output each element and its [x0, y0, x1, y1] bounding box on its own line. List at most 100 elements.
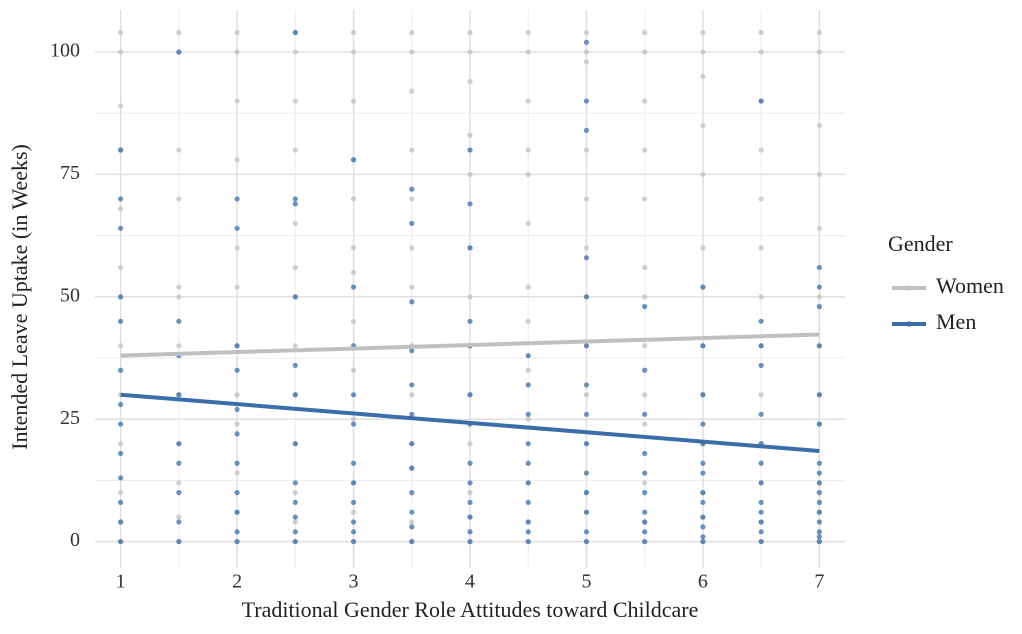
point	[292, 529, 298, 535]
point	[409, 29, 415, 36]
point	[292, 538, 298, 545]
point	[583, 98, 590, 104]
point	[467, 132, 473, 138]
point	[467, 529, 473, 535]
point	[350, 196, 357, 202]
point	[292, 49, 298, 55]
point	[583, 39, 590, 45]
y-tick-label: 50	[60, 284, 80, 306]
point	[292, 220, 298, 227]
point	[176, 490, 182, 496]
point	[409, 411, 415, 417]
point	[816, 284, 822, 290]
point	[118, 441, 124, 447]
point	[816, 509, 822, 515]
y-tick-label: 25	[60, 407, 80, 429]
x-tick-label: 7	[814, 571, 824, 593]
point	[758, 460, 764, 466]
point	[816, 519, 822, 525]
fit-line	[120, 332, 820, 358]
point	[525, 519, 531, 525]
point	[292, 29, 298, 36]
point	[350, 269, 357, 275]
point	[234, 49, 240, 55]
point	[700, 171, 706, 178]
legend-title: Gender	[888, 231, 953, 256]
point	[292, 294, 298, 300]
legend: Gender Women Men	[888, 231, 1004, 334]
point	[583, 255, 590, 261]
point	[758, 519, 764, 525]
point	[409, 49, 415, 55]
point	[816, 421, 822, 427]
point	[118, 490, 124, 496]
point	[758, 196, 764, 202]
point	[118, 49, 124, 55]
point	[642, 367, 648, 373]
point	[409, 519, 415, 525]
point	[292, 499, 298, 506]
point	[176, 147, 182, 153]
x-tick-label: 5	[581, 571, 591, 593]
point	[409, 220, 415, 227]
point	[642, 392, 648, 398]
point	[292, 147, 298, 153]
point	[642, 264, 648, 271]
point	[292, 362, 298, 368]
point	[350, 480, 357, 486]
legend-label: Women	[936, 273, 1004, 298]
point	[758, 147, 764, 153]
y-tick-label: 0	[70, 529, 80, 551]
point	[642, 294, 648, 300]
point	[642, 450, 648, 457]
point	[350, 519, 357, 525]
point	[234, 431, 240, 437]
points	[118, 29, 822, 545]
y-axis-title: Intended Leave Uptake (in Weeks)	[7, 144, 32, 450]
point	[700, 534, 706, 540]
point	[234, 392, 240, 398]
point	[642, 196, 648, 202]
point	[642, 480, 648, 486]
point	[525, 411, 531, 417]
point	[525, 352, 531, 359]
point	[525, 382, 531, 388]
point	[700, 490, 706, 496]
point	[758, 98, 764, 104]
point	[118, 318, 124, 324]
point	[176, 538, 182, 545]
point	[525, 441, 531, 447]
point	[700, 343, 706, 349]
point	[118, 475, 124, 481]
x-axis-title: Traditional Gender Role Attitudes toward…	[242, 597, 699, 622]
point	[700, 460, 706, 466]
point	[467, 392, 473, 398]
point	[409, 490, 415, 496]
point	[234, 490, 240, 496]
point	[700, 122, 706, 129]
point	[467, 514, 473, 520]
point	[350, 157, 357, 163]
point	[350, 284, 357, 290]
point	[118, 401, 124, 408]
point	[583, 382, 590, 388]
y-tick-label: 75	[60, 162, 80, 184]
point	[409, 245, 415, 251]
point	[583, 147, 590, 153]
point	[758, 318, 764, 324]
point	[409, 284, 415, 290]
point	[292, 514, 298, 520]
point	[583, 49, 590, 55]
point	[176, 392, 182, 398]
point	[642, 98, 648, 104]
point	[525, 480, 531, 486]
point	[758, 343, 764, 349]
point	[350, 460, 357, 466]
point	[467, 201, 473, 207]
point	[642, 29, 648, 36]
point	[234, 460, 240, 466]
point	[583, 411, 590, 417]
point	[816, 122, 822, 129]
point	[234, 157, 240, 163]
point	[176, 29, 182, 36]
